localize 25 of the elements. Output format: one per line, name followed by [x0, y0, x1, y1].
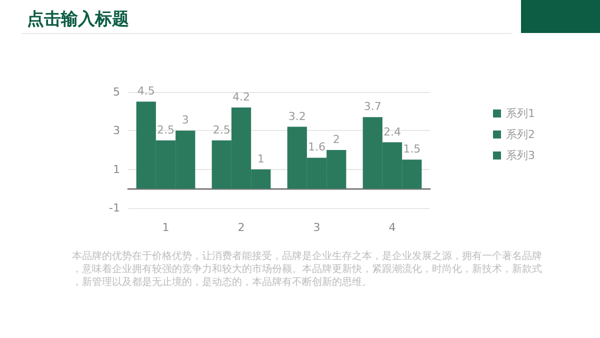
data-label: 3 — [182, 114, 189, 127]
data-label: 2.5 — [212, 123, 230, 136]
data-label: 1 — [257, 152, 264, 166]
legend-label: 系列3 — [506, 149, 535, 162]
x-tick-label: 3 — [313, 221, 320, 234]
legend-label: 系列2 — [506, 128, 535, 141]
y-tick-label: 1 — [113, 162, 120, 176]
data-label: 2.4 — [384, 125, 401, 138]
data-label: 2.5 — [157, 123, 174, 136]
x-tick-label: 2 — [238, 221, 245, 234]
data-label: 1.5 — [403, 142, 421, 156]
legend-label: 系列1 — [506, 107, 535, 120]
y-tick-label: 5 — [113, 86, 120, 98]
data-label: 3.2 — [288, 110, 306, 123]
x-tick-label: 1 — [162, 221, 170, 234]
data-label: 4.2 — [232, 90, 250, 104]
data-label: 2 — [332, 133, 340, 146]
y-tick-label: 3 — [113, 124, 120, 138]
x-tick-label: 4 — [388, 221, 396, 234]
data-label: 3.7 — [364, 100, 382, 114]
y-tick-label: -1 — [109, 202, 120, 214]
text: 本品牌的优势在于价格优势，让消费者能接受，品牌是企业生存之本，是企业发展之源，拥有一个著名品牌，意味着企业拥有较强的竞争力和较大的市场份额。本品牌更新快，紧跟潮流化，时尚化，新技术，新款式，新管理以及都是无止境的，是动态的，本品牌有不断创新的思维。 — [72, 250, 542, 288]
data-label: 4.5 — [137, 84, 155, 98]
data-label: 1.6 — [308, 140, 326, 154]
chart-title: 点击输入标题 — [27, 10, 129, 30]
